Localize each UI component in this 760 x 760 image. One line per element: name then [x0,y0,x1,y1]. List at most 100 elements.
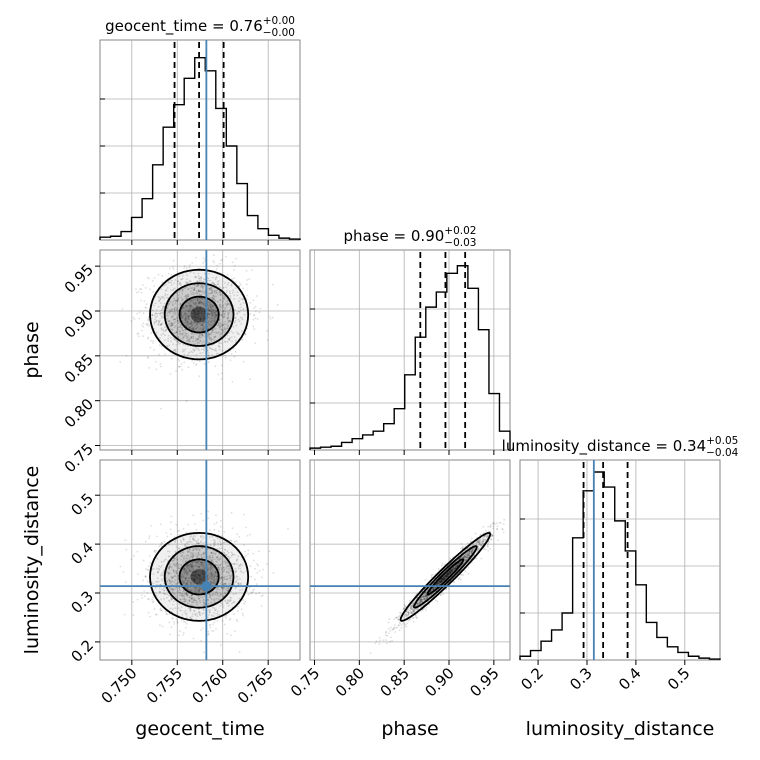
sample-point [259,307,262,310]
sample-point [194,324,197,327]
sample-point [236,560,238,562]
sample-point [198,290,201,292]
sample-point [208,288,211,290]
sample-point [222,316,225,319]
sample-point [191,538,194,541]
sample-point [219,294,222,297]
sample-point [211,329,214,332]
sample-point [173,312,176,315]
y-axis-label-phase: phase [21,321,43,378]
sample-point [211,286,213,289]
sample-point [225,323,227,326]
sample-point [482,539,485,542]
sample-point [208,309,211,312]
sample-point [441,577,443,580]
sample-point [187,315,190,318]
sample-point [219,323,222,326]
sample-point [229,617,232,620]
sample-point [182,576,185,579]
sample-point [213,314,215,317]
sample-point [448,573,451,576]
sample-point [437,582,440,585]
sample-point [466,551,469,554]
sample-point [167,281,170,284]
sample-point [420,601,423,604]
sample-point [240,306,242,309]
sample-point [233,600,236,603]
sample-point [191,577,194,580]
sample-point [214,347,217,350]
panel-frame [99,39,301,241]
sample-point [151,309,154,312]
sample-point [200,553,203,556]
sample-point [218,321,221,323]
sample-point [183,567,186,570]
sample-point [189,304,191,307]
sample-point [192,537,194,540]
sample-point [271,316,274,319]
sample-point [169,572,171,575]
title-upper-error: +0.02 [444,225,476,237]
sample-point [170,565,173,568]
sample-point [420,598,423,601]
sample-point [152,568,155,570]
sample-point [211,331,214,334]
sample-point [200,324,203,327]
sample-point [398,629,401,632]
sample-point [191,299,194,302]
sample-point [179,342,182,345]
sample-point [169,582,171,585]
sample-point [235,580,238,582]
sample-point [177,591,180,593]
sample-point [215,597,218,600]
sample-point [203,312,206,315]
sample-point [194,575,197,578]
sample-point [459,578,462,581]
sample-point [214,312,216,315]
sample-point [196,562,199,564]
sample-point [187,322,189,324]
sample-point [186,320,189,323]
sample-point [186,594,189,597]
sample-point [201,335,204,337]
sample-point [451,568,453,570]
sample-point [407,612,410,615]
sample-point [200,570,203,573]
sample-point [177,322,180,325]
sample-point [207,336,210,339]
sample-point [193,589,196,592]
sample-point [412,610,415,613]
sample-point [236,620,239,622]
sample-point [228,320,230,322]
sample-point [214,309,216,312]
sample-point [184,600,186,603]
sample-point [207,354,210,357]
sample-point [166,312,168,314]
sample-point [188,569,191,572]
sample-point [201,286,204,288]
sample-point [226,304,228,307]
sample-point [226,575,229,578]
sample-point [160,312,162,314]
sample-point [202,287,204,290]
sample-point [177,530,180,533]
sample-point [207,599,210,602]
sample-point [180,326,183,329]
sample-point [498,521,501,524]
sample-point [190,305,193,308]
sample-point [201,627,204,630]
sample-point [395,617,398,619]
sample-point [177,296,180,299]
sample-point [218,322,221,325]
sample-point [392,628,395,631]
sample-point [442,575,445,578]
sample-point [219,547,221,550]
sample-point [215,514,217,517]
sample-point [188,557,191,559]
sample-point [223,316,226,318]
sample-point [182,551,185,554]
sample-point [197,560,200,563]
sample-point [185,313,188,315]
sample-point [196,311,199,314]
sample-point [147,277,150,280]
